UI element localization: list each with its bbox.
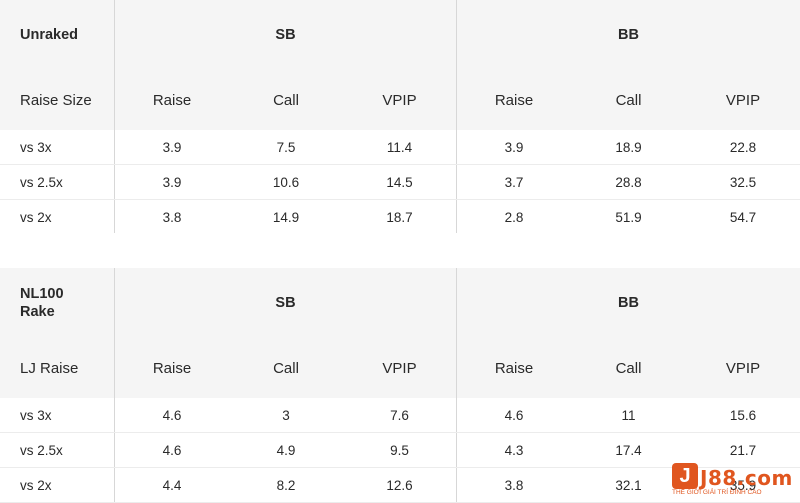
table-cell: 4.6	[162, 407, 182, 423]
table-cell: 18.7	[343, 200, 457, 234]
table-cell: 15.6	[729, 407, 757, 423]
table-cell: 3.9	[162, 174, 182, 190]
table-cell: 35.9	[729, 477, 757, 493]
row-label: vs 3x	[0, 130, 115, 164]
table-cell: 11.4	[343, 130, 457, 164]
table-cell: 4.6	[162, 442, 182, 458]
nl100-rake-table: NL100 Rake SB BB LJ Raise Raise Call VPI…	[0, 268, 800, 503]
table-row: vs 3x 4.6 3 7.6 4.6 11 15.6	[0, 398, 800, 433]
table-cell: 10.6	[272, 174, 300, 190]
table-row: vs 2.5x 4.6 4.9 9.5 4.3 17.4 21.7	[0, 433, 800, 468]
brand-name: J88.com	[700, 466, 793, 490]
row-label: vs 2x	[0, 200, 115, 234]
table-cell: 32.5	[729, 174, 757, 190]
column-header: VPIP	[343, 338, 457, 398]
table-cell: 28.8	[615, 174, 642, 190]
table-cell: 3.8	[162, 209, 182, 225]
group-header-sb: SB	[115, 0, 457, 70]
table-cell: 14.5	[343, 165, 457, 199]
column-header: Call	[615, 91, 642, 109]
row-header-label: Raise Size	[0, 70, 115, 130]
table-cell: 4.4	[162, 477, 182, 493]
column-header: VPIP	[725, 91, 761, 109]
row-label: vs 2.5x	[0, 433, 115, 467]
table-cell: 21.7	[729, 442, 757, 458]
table-cell: 3	[282, 407, 290, 423]
table-cell: 32.1	[615, 477, 642, 493]
corner-label: NL100 Rake	[0, 268, 115, 338]
row-label: vs 3x	[0, 398, 115, 432]
table-cell: 3.8	[504, 477, 524, 493]
table-cell: 12.6	[343, 468, 457, 502]
table-cell: 7.6	[343, 398, 457, 432]
brand-watermark: J J88.com THẾ GIỚI GIẢI TRÍ ĐỈNH CAO	[670, 461, 792, 497]
table-cell: 17.4	[615, 442, 642, 458]
row-header-label: LJ Raise	[0, 338, 115, 398]
table-cell: 4.9	[276, 442, 296, 458]
table-row: vs 2.5x 3.9 10.6 14.5 3.7 28.8 32.5	[0, 165, 800, 200]
unraked-table: Unraked SB BB Raise Size Raise Call VPIP…	[0, 0, 800, 235]
brand-logo-icon: J	[672, 463, 698, 489]
group-header-bb: BB	[618, 27, 639, 43]
column-header: VPIP	[343, 70, 457, 130]
table-cell: 54.7	[729, 209, 757, 225]
group-header-row: NL100 Rake SB BB	[0, 268, 800, 338]
table-cell: 3.9	[162, 139, 182, 155]
table-cell: 3.7	[504, 174, 524, 190]
column-header: Call	[615, 359, 642, 377]
table-row: vs 3x 3.9 7.5 11.4 3.9 18.9 22.8	[0, 130, 800, 165]
table-separator	[0, 233, 800, 268]
column-header-row: LJ Raise Raise Call VPIP Raise Call VPIP	[0, 338, 800, 398]
row-label: vs 2x	[0, 468, 115, 502]
column-header: VPIP	[725, 359, 761, 377]
row-label: vs 2.5x	[0, 165, 115, 199]
group-header-sb: SB	[115, 268, 457, 338]
brand-tagline: THẾ GIỚI GIẢI TRÍ ĐỈNH CAO	[672, 489, 762, 496]
table-cell: 8.2	[276, 477, 296, 493]
column-header-row: Raise Size Raise Call VPIP Raise Call VP…	[0, 70, 800, 130]
table-cell: 51.9	[615, 209, 642, 225]
corner-label: Unraked	[0, 0, 115, 70]
table-cell: 9.5	[343, 433, 457, 467]
column-header: Raise	[152, 91, 192, 109]
column-header: Call	[273, 359, 299, 377]
group-header-bb: BB	[618, 295, 639, 311]
table-cell: 22.8	[729, 139, 757, 155]
table-cell: 11	[621, 407, 636, 423]
table-cell: 4.6	[504, 407, 524, 423]
table-cell: 14.9	[272, 209, 300, 225]
column-header: Raise	[152, 359, 192, 377]
table-cell: 18.9	[615, 139, 642, 155]
table-row: vs 2x 3.8 14.9 18.7 2.8 51.9 54.7	[0, 200, 800, 235]
table-cell: 7.5	[276, 139, 296, 155]
table-cell: 4.3	[504, 442, 524, 458]
table-cell: 2.8	[504, 209, 524, 225]
column-header: Raise	[494, 359, 534, 377]
column-header: Call	[273, 91, 299, 109]
column-header: Raise	[494, 91, 534, 109]
group-header-row: Unraked SB BB	[0, 0, 800, 70]
table-cell: 3.9	[504, 139, 524, 155]
